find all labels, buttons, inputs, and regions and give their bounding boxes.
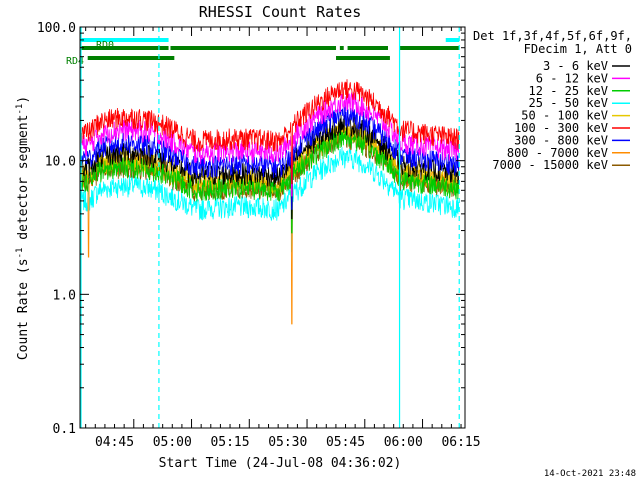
x-tick-label: 06:00 bbox=[384, 435, 423, 450]
cyan-marker-lines bbox=[80, 27, 460, 428]
y-tick-label: 1.0 bbox=[53, 288, 76, 303]
flag-segment bbox=[336, 56, 390, 60]
plot-frame bbox=[79, 26, 466, 429]
chart-title: RHESSI Count Rates bbox=[199, 3, 362, 21]
flag-segment bbox=[399, 46, 460, 50]
legend-header-line-2: FDecim 1, Att 0 bbox=[524, 42, 632, 56]
y-axis: 0.1 1.0 10.0 100.0 bbox=[37, 21, 465, 437]
flag-label: RD4 bbox=[66, 56, 84, 67]
legend-label: 800 - 7000 keV bbox=[507, 146, 608, 160]
x-tick-label: 04:45 bbox=[95, 435, 134, 450]
footer-date: 14-Oct-2021 23:48 bbox=[544, 469, 636, 479]
legend-label: 100 - 300 keV bbox=[514, 121, 608, 135]
legend-label: 12 - 25 keV bbox=[529, 84, 608, 98]
x-axis-label: Start Time (24-Jul-08 04:36:02) bbox=[159, 456, 402, 471]
y-tick-label: 0.1 bbox=[53, 422, 76, 437]
flag-segment bbox=[445, 38, 460, 42]
x-tick-label: 05:15 bbox=[210, 435, 249, 450]
series-line bbox=[79, 146, 460, 253]
series-line bbox=[79, 91, 460, 197]
data-series-group bbox=[79, 79, 460, 325]
flag-segment bbox=[170, 46, 337, 50]
x-tick-label: 06:15 bbox=[441, 435, 480, 450]
flag-segment bbox=[87, 56, 175, 60]
legend-label: 300 - 800 keV bbox=[514, 133, 608, 147]
series-line bbox=[79, 128, 460, 234]
flag-segment bbox=[339, 46, 344, 50]
x-tick-label: 05:45 bbox=[326, 435, 365, 450]
y-axis-label: Count Rate (s-1 detector segment-1) bbox=[15, 96, 31, 360]
legend-label: 50 - 100 keV bbox=[521, 109, 608, 123]
legend: Det 1f,3f,4f,5f,6f,9f, FDecim 1, Att 0 3… bbox=[473, 29, 632, 172]
legend-label: 7000 - 15000 keV bbox=[492, 158, 608, 172]
x-tick-label: 05:00 bbox=[153, 435, 192, 450]
y-tick-label: 100.0 bbox=[37, 21, 76, 36]
legend-label: 25 - 50 keV bbox=[529, 96, 608, 110]
legend-label: 3 - 6 keV bbox=[543, 59, 608, 73]
x-tick-label: 05:30 bbox=[268, 435, 307, 450]
series-line bbox=[79, 79, 460, 185]
y-tick-label: 10.0 bbox=[45, 155, 76, 170]
flag-segment bbox=[347, 46, 388, 50]
flag-label: RD0 bbox=[96, 40, 114, 51]
legend-label: 6 - 12 keV bbox=[536, 71, 608, 85]
flag-bars: RD0 RD4 bbox=[66, 38, 460, 67]
x-axis: 04:45 05:00 05:15 05:30 05:45 06:00 06:15 bbox=[85, 27, 481, 450]
flag-segment bbox=[80, 46, 169, 50]
legend-header-line-1: Det 1f,3f,4f,5f,6f,9f, bbox=[473, 29, 632, 43]
flag-segment bbox=[80, 38, 169, 42]
